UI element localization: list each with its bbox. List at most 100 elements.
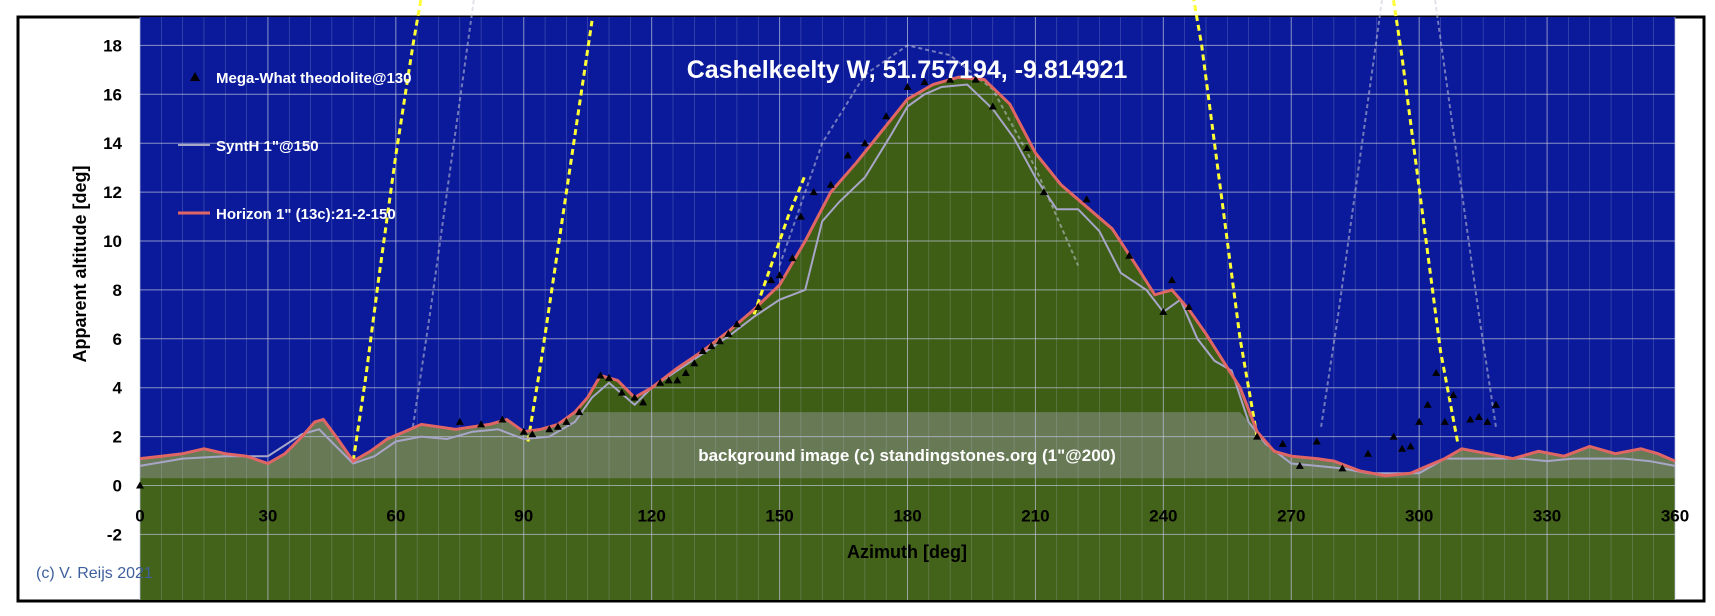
theodolite-point <box>788 254 797 262</box>
series-horizon-line <box>139 75 1676 478</box>
theodolite-point <box>1125 251 1134 259</box>
x-tick-label: 150 <box>765 507 793 526</box>
theodolite-point <box>698 347 707 354</box>
y-tick-label: 18 <box>103 36 122 55</box>
theodolite-point <box>775 271 784 279</box>
theodolite-point <box>707 342 716 350</box>
x-tick-label: 120 <box>637 507 665 526</box>
y-tick-label: 8 <box>113 281 122 300</box>
x-tick-label: 360 <box>1661 507 1689 526</box>
theodolite-point <box>605 373 613 381</box>
theodolite-point <box>1022 144 1031 152</box>
theodolite-point <box>903 83 912 90</box>
x-axis-title: Azimuth [deg] <box>847 542 967 562</box>
y-tick-label: 6 <box>113 330 122 349</box>
theodolite-point <box>767 276 776 284</box>
x-tick-label: 270 <box>1277 507 1305 526</box>
y-tick-label: 2 <box>113 428 122 447</box>
theodolite-point <box>519 427 528 435</box>
theodolite-point <box>596 371 605 379</box>
theodolite-point <box>656 378 665 386</box>
faint-path <box>1434 0 1497 427</box>
theodolite-point <box>809 188 818 196</box>
theodolite-point <box>553 422 562 430</box>
faint-path <box>1320 0 1384 427</box>
x-tick-label: 300 <box>1405 507 1433 526</box>
x-tick-label: 30 <box>258 507 277 526</box>
theodolite-point <box>630 393 639 401</box>
theodolite-point <box>826 180 835 188</box>
theodolite-point <box>946 75 955 83</box>
sun-path <box>526 20 594 442</box>
legend-label-theodolite: Mega-What theodolite@130 <box>216 70 411 87</box>
y-tick-label: 4 <box>113 379 123 398</box>
theodolite-point <box>1167 276 1176 284</box>
y-axis-title: Apparent altitude [deg] <box>70 166 90 363</box>
theodolite-point <box>528 430 537 438</box>
legend-item-synth: SyntH 1"@150 <box>178 138 319 155</box>
theodolite-point <box>796 212 805 220</box>
legend-item-horizon: Horizon 1" (13c):21-2-150 <box>178 206 396 223</box>
theodolite-point <box>681 369 690 376</box>
theodolite-point <box>754 303 763 310</box>
theodolite-point <box>664 376 673 384</box>
theodolite-point <box>690 359 699 367</box>
theodolite-point <box>1278 439 1287 447</box>
sun-path <box>1192 0 1259 437</box>
theodolite-point <box>715 337 724 345</box>
theodolite-point <box>971 75 980 83</box>
theodolite-point <box>1082 195 1091 203</box>
theodolite-point <box>1253 432 1262 440</box>
theodolite-point <box>673 376 682 384</box>
theodolite-point <box>1364 449 1372 457</box>
theodolite-point <box>1389 432 1398 440</box>
legend-label-horizon: Horizon 1" (13c):21-2-150 <box>216 206 396 223</box>
theodolite-point <box>545 425 554 433</box>
theodolite-point <box>639 398 648 406</box>
theodolite-point <box>1295 461 1304 469</box>
x-tick-label: 60 <box>386 507 405 526</box>
theodolite-point <box>1159 307 1168 315</box>
x-tick-label: 0 <box>135 507 144 526</box>
legend-item-theodolite: Mega-What theodolite@130 <box>190 70 411 87</box>
theodolite-point <box>136 481 144 489</box>
theodolite-point <box>455 417 464 425</box>
theodolite-point <box>843 151 852 159</box>
theodolite-point <box>1423 400 1432 408</box>
theodolite-point <box>1415 417 1424 425</box>
faint-path <box>778 44 1080 266</box>
theodolite-point <box>477 420 486 428</box>
legend-label-synth: SyntH 1"@150 <box>216 138 319 155</box>
theodolite-point <box>1483 417 1492 425</box>
theodolite-point <box>882 112 891 120</box>
y-tick-label: -2 <box>107 525 122 544</box>
theodolite-point <box>617 388 626 396</box>
theodolite-point <box>724 329 733 337</box>
x-tick-label: 180 <box>893 507 921 526</box>
theodolite-point <box>860 139 869 147</box>
theodolite-point <box>1312 437 1321 445</box>
theodolite-point <box>1398 444 1407 452</box>
theodolite-point <box>498 415 507 423</box>
x-tick-label: 240 <box>1149 507 1177 526</box>
theodolite-point <box>1406 442 1415 450</box>
theodolite-point <box>1432 369 1441 376</box>
theodolite-point <box>1466 415 1475 423</box>
series-layer <box>136 75 1676 489</box>
sun-path <box>351 0 423 462</box>
theodolite-point <box>1039 188 1048 196</box>
y-tick-label: 0 <box>113 477 122 496</box>
y-tick-label: 12 <box>103 183 122 202</box>
legend-marker-triangle <box>190 72 200 81</box>
copyright-credit: (c) V. Reijs 2021 <box>36 565 153 582</box>
y-tick-label: 10 <box>103 232 122 251</box>
theodolite-point <box>988 102 997 110</box>
theodolite-point <box>1474 413 1483 420</box>
theodolite-point <box>562 417 571 425</box>
sun-paths <box>351 0 1497 462</box>
theodolite-point <box>920 78 929 86</box>
y-tick-label: 16 <box>103 85 122 104</box>
background-credit: background image (c) standingstones.org … <box>698 446 1116 465</box>
